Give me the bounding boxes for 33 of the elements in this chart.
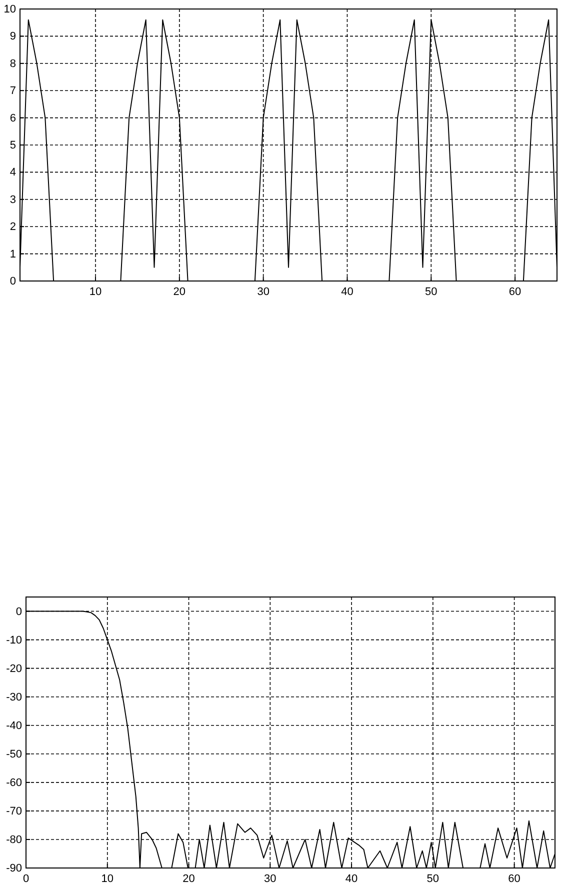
- x-tick-label: 10: [89, 286, 102, 298]
- x-tick-label: 60: [508, 286, 522, 298]
- x-tick-label: 10: [101, 872, 114, 885]
- x-tick-label: 30: [257, 286, 270, 298]
- y-tick-label: 10: [4, 4, 16, 16]
- x-tick-label: 40: [341, 286, 354, 298]
- x-tick-label: 50: [425, 286, 438, 298]
- y-tick-label: 6: [10, 112, 16, 124]
- y-tick-label: 4: [10, 166, 16, 179]
- x-tick-label: 20: [182, 872, 195, 885]
- y-tick-label: -30: [6, 691, 22, 704]
- x-tick-label: 20: [173, 286, 186, 298]
- y-tick-label: 0: [10, 276, 16, 288]
- y-tick-label: -80: [6, 834, 22, 846]
- x-tick-label: 50: [426, 872, 440, 885]
- x-tick-label: 60: [508, 872, 520, 885]
- y-tick-label: -20: [6, 662, 22, 675]
- y-tick-label: 3: [10, 194, 16, 206]
- y-tick-label: -60: [6, 776, 22, 789]
- y-tick-label: 0: [16, 606, 22, 618]
- x-tick-label: 40: [345, 872, 358, 885]
- y-tick-label: 1: [10, 248, 16, 260]
- y-tick-label: 8: [10, 58, 16, 70]
- y-tick-label: 9: [10, 30, 16, 43]
- y-tick-label: 2: [10, 221, 16, 234]
- y-tick-label: -40: [6, 720, 22, 732]
- x-tick-label: 30: [264, 872, 276, 885]
- y-tick-label: 5: [10, 140, 16, 152]
- y-tick-label: -70: [6, 805, 22, 818]
- y-tick-label: -10: [6, 634, 22, 646]
- y-tick-label: -50: [6, 748, 22, 760]
- y-tick-label: -90: [6, 862, 22, 875]
- y-tick-label: 7: [10, 85, 16, 98]
